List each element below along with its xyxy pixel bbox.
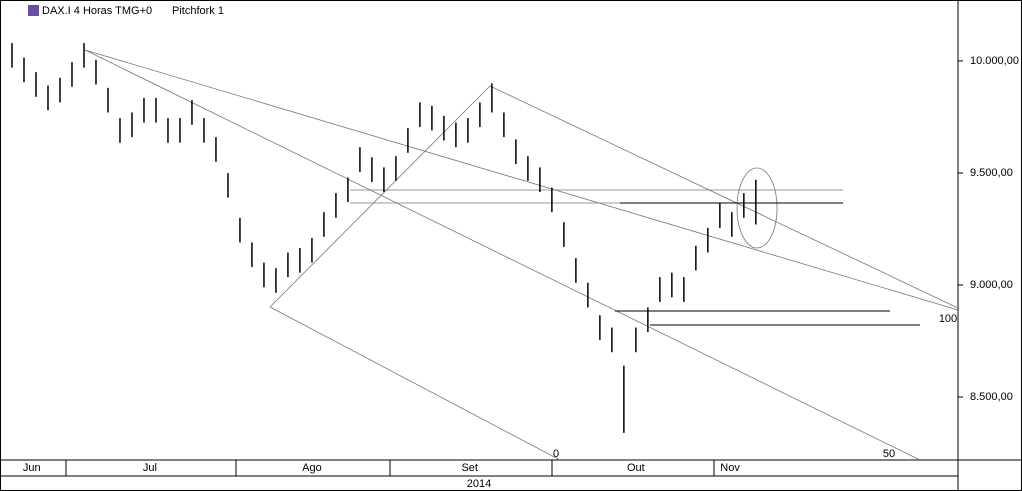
y-tick-label: 8.500,00 xyxy=(970,391,1013,403)
annotation: 100 xyxy=(939,313,957,325)
y-tick-label: 10.000,00 xyxy=(970,55,1019,67)
month-separators xyxy=(65,460,715,476)
y-tick-label: 9.500,00 xyxy=(970,167,1013,179)
symbol-icon xyxy=(28,5,39,16)
x-tick-label: Nov xyxy=(720,462,740,474)
pitchfork xyxy=(84,49,959,461)
level-lines xyxy=(615,202,920,326)
x-tick-label: Jul xyxy=(143,462,157,474)
x-tick-label: Set xyxy=(461,462,478,474)
chart-subtitle[interactable]: Pitchfork 1 xyxy=(172,5,224,17)
x-tick-label: Ago xyxy=(302,462,322,474)
x-tick-label: Jun xyxy=(23,462,41,474)
x-tick-label: Out xyxy=(627,462,645,474)
year-label: 2014 xyxy=(467,478,491,490)
annotation: 50 xyxy=(883,448,895,460)
chart-title[interactable]: DAX.I 4 Horas TMG+0 xyxy=(42,5,152,17)
annotation: 0 xyxy=(553,448,559,460)
y-tick-label: 9.000,00 xyxy=(970,279,1013,291)
